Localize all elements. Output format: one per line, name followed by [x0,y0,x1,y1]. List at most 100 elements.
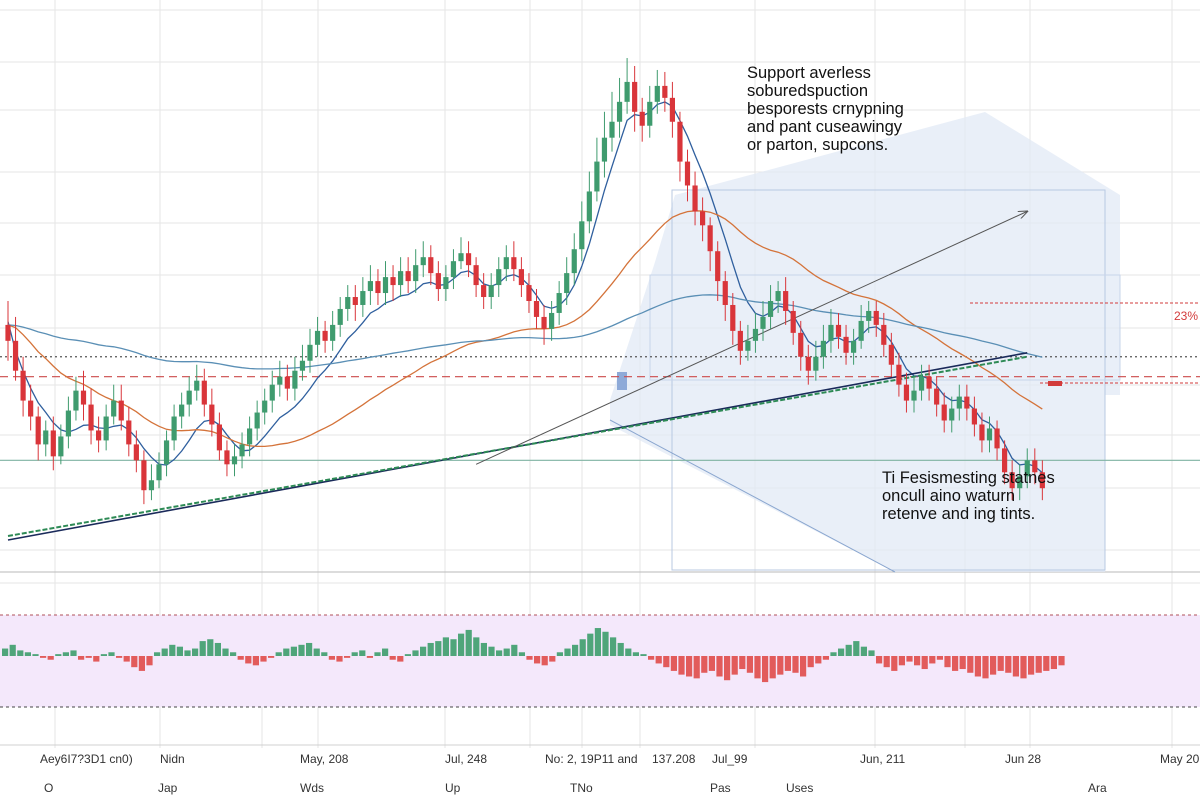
histogram-bar [214,642,221,656]
candle-body [956,396,962,409]
candle-body [20,370,26,401]
candle-body [186,390,192,405]
sma_mid-line [7,210,1043,448]
histogram-bar [777,656,784,675]
sma_fast-line [7,101,1043,474]
candle-body [413,265,419,282]
candle-body [133,444,139,461]
candle-body [141,460,147,491]
histogram-bar [617,642,624,656]
candle-body [337,308,343,325]
histogram-bar [898,656,905,666]
candle-body [881,324,887,345]
candle-body [624,81,630,102]
histogram-bar [108,652,115,656]
candle-body [224,450,230,465]
x-tick-label: Up [445,781,461,795]
candle-body [828,324,834,341]
histogram-bar [488,646,495,656]
histogram-bar [921,656,928,670]
candle-body [382,277,389,294]
candle-body [405,271,411,282]
histogram-bar [465,629,472,656]
candle-body [443,277,449,290]
candle-body [50,430,56,457]
candle-body [367,281,373,292]
histogram-bar [906,656,913,662]
x-tick-label: Jun, 211 [860,752,906,766]
candle-body [179,404,185,417]
candle-body [450,261,457,278]
histogram-bar [480,642,487,656]
histogram-bar [982,656,989,679]
candle-body [979,424,985,441]
candle-body [1002,448,1008,473]
candle-body [934,388,940,405]
candle-body [858,320,864,341]
x-tick-label: Nidn [160,752,185,766]
candle-body [488,285,494,298]
candle-body [798,332,804,357]
histogram-bar [784,656,791,671]
x-tick-label: May 20 [1160,752,1200,766]
histogram-bar [876,656,883,664]
histogram-bar [822,656,829,660]
candle-body [88,404,94,431]
histogram-bar [1035,656,1042,673]
histogram-bar [336,656,343,662]
annotation-top-note: Support averless soburedspuction bespore… [747,64,904,154]
candle-body [533,301,540,317]
candle-body [35,416,41,445]
histogram-bar [526,656,533,660]
candle-body [420,257,426,266]
candle-body [503,257,509,270]
candle-body [813,356,819,371]
candle-body [571,249,577,274]
histogram-bar [716,656,723,677]
candle-body [662,85,668,98]
candle-body [526,285,532,301]
zone-marker [617,372,627,390]
trend-lines [7,211,1028,541]
histogram-bar [397,656,404,662]
histogram-bar [708,656,715,671]
histogram-bar [936,656,943,660]
histogram-bar [952,656,959,671]
candle-body [835,324,842,337]
histogram-bar [131,656,138,668]
candle-body [594,161,600,192]
trend-line [7,351,1028,541]
histogram-bar [997,656,1004,671]
histogram-bar [724,656,731,681]
x-tick-label: May, 208 [300,752,349,766]
candle-body [103,416,109,441]
candle-body [465,253,472,266]
histogram-bar [518,652,525,656]
histogram-bar [176,646,183,656]
histogram-bar [313,648,320,656]
histogram-bar [762,656,769,683]
histogram-bar [1050,656,1057,670]
candle-body [994,428,1000,449]
histogram-bar [306,642,313,656]
candle-body [345,297,351,309]
histogram-bar [1020,656,1027,679]
candle-body [903,384,910,401]
histogram-bar [366,656,373,658]
histogram-bar [374,652,381,656]
histogram-bar [830,652,837,656]
histogram-bar [389,656,396,660]
candle-body [28,400,34,417]
histogram-bar [663,656,670,668]
annotation-bottom-note: Ti Fesismesting statnes oncull aino watu… [882,469,1055,523]
candle-body [556,293,562,313]
histogram-bar [610,637,617,656]
histogram-bar [17,650,24,656]
candle-body [964,396,970,409]
candle-body [730,304,736,331]
histogram-bar [24,652,31,656]
histogram-bar [404,654,411,656]
horizontal-levels [0,302,1200,461]
histogram-bar [9,644,16,656]
candle-body [209,404,215,425]
